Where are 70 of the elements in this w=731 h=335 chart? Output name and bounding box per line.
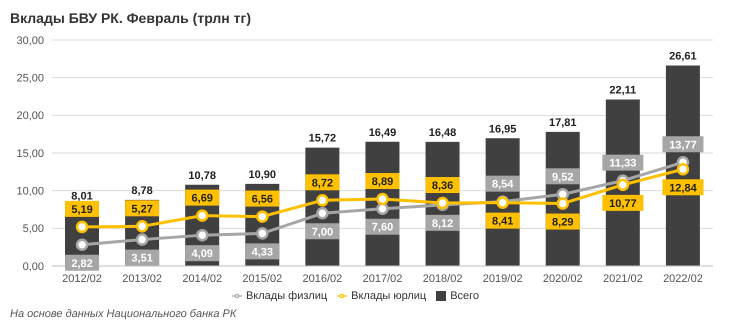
point [196, 228, 208, 242]
x-tick-label: 2017/02 [362, 272, 402, 285]
point [316, 207, 329, 220]
point [316, 194, 329, 207]
data-label: 8,72 [312, 177, 334, 190]
data-label: 16,48 [428, 126, 456, 139]
point [676, 163, 690, 176]
x-tick-label: 2012/02 [62, 272, 102, 285]
data-label: 17,81 [548, 116, 576, 129]
data-label: 15,72 [308, 132, 336, 145]
point [616, 178, 630, 192]
point [556, 197, 570, 210]
point [76, 220, 88, 234]
data-label: 8,54 [492, 178, 514, 191]
data-label: 8,89 [372, 176, 394, 188]
point [76, 238, 88, 252]
legend-label: Вклады физлиц [246, 290, 328, 302]
x-tick-label: 2020/02 [542, 272, 583, 285]
data-label: 4,09 [192, 248, 213, 260]
data-label: 10,90 [248, 168, 276, 181]
data-label: 7,60 [372, 222, 394, 234]
data-label: 16,49 [368, 126, 396, 139]
point [136, 220, 148, 233]
data-label: 5,27 [131, 203, 153, 216]
data-label: 11,33 [609, 158, 636, 170]
data-label: 8,78 [131, 184, 153, 197]
y-tick-label: 10,00 [16, 186, 44, 198]
y-tick-label: 20,00 [16, 110, 44, 122]
data-label: 2,82 [71, 258, 93, 270]
data-label: 5,19 [71, 204, 93, 216]
data-label: 6,69 [192, 192, 213, 205]
data-label: 8,29 [552, 216, 574, 229]
data-label: 7,00 [312, 226, 334, 238]
x-tick-label: 2019/02 [482, 272, 523, 285]
data-label: 8,36 [432, 180, 454, 192]
data-label: 22,11 [609, 84, 636, 96]
data-label: 16,95 [488, 123, 516, 136]
legend-label: Вклады юрлиц [351, 290, 426, 302]
y-tick-label: 30,00 [16, 34, 44, 47]
x-tick-label: 2021/02 [602, 272, 643, 285]
data-label: 3,51 [131, 252, 153, 265]
x-tick-label: 2013/02 [122, 272, 162, 285]
x-tick-label: 2015/02 [242, 272, 282, 285]
data-label: 8,12 [432, 218, 454, 230]
data-label: 4,33 [252, 246, 274, 258]
x-tick-label: 2016/02 [302, 272, 342, 285]
point [196, 209, 208, 222]
data-label: 6,56 [252, 194, 274, 206]
y-tick-label: 15,00 [16, 148, 44, 160]
data-label: 26,61 [669, 50, 697, 63]
data-label: 9,52 [552, 171, 574, 184]
data-label: 10,78 [188, 170, 216, 182]
x-tick-label: 2022/02 [663, 272, 703, 285]
point [256, 210, 269, 223]
text: На основе данных Национального банка РК [9, 308, 238, 320]
x-tick-label: 2018/02 [422, 272, 462, 285]
legend-label: Всего [450, 290, 480, 302]
data-label: 8,41 [492, 216, 514, 228]
data-label: 13,77 [669, 139, 697, 152]
data-label: 12,84 [669, 182, 698, 194]
point [376, 192, 389, 206]
point [136, 233, 148, 246]
y-tick-label: 25,00 [16, 72, 44, 85]
x-tick-label: 2014/02 [182, 272, 222, 285]
y-tick-label: 5,00 [22, 223, 44, 236]
data-label: 10,77 [609, 198, 637, 210]
chart-title: Вклады БВУ РК. Февраль (трлн тг) [9, 9, 252, 28]
point [256, 227, 269, 240]
y-tick-label: 0,00 [22, 260, 44, 273]
data-label: 8,01 [71, 190, 93, 203]
